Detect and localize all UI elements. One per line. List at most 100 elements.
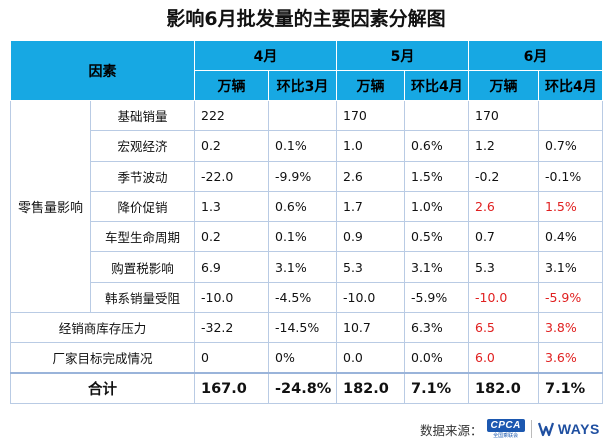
cell-jun-pct: -0.1% — [538, 160, 603, 192]
cell-may-value: 10.7 — [336, 312, 405, 344]
cell-jun-value-highlight: -10.0 — [468, 281, 539, 314]
row-label: 车型生命周期 — [90, 221, 195, 253]
source-footer: 数据来源： CPCA 全国乘联会 WAYS — [420, 418, 612, 440]
header-row-units: 万辆 环比3月 万辆 环比4月 万辆 环比4月 — [11, 70, 603, 101]
cell-may-pct: 1.0% — [404, 190, 469, 223]
cell-apr-pct: 0.1% — [268, 221, 337, 253]
total-apr-value: 167.0 — [194, 372, 269, 404]
cell-apr-pct: 0.1% — [268, 130, 337, 162]
cell-jun-value: 170 — [468, 99, 539, 132]
table-row: 零售量影响 基础销量 222 170 170 — [10, 99, 603, 314]
cell-may-pct — [404, 99, 469, 132]
month-header-may: 5月 — [336, 40, 469, 71]
cell-jun-pct: 3.1% — [538, 251, 603, 283]
cell-may-value: 0.0 — [336, 342, 405, 374]
cell-jun-pct-highlight: -5.9% — [538, 281, 603, 314]
row-label: 经销商库存压力 — [10, 312, 195, 344]
cell-jun-value-highlight: 6.5 — [468, 312, 539, 344]
cell-apr-value: -32.2 — [194, 312, 269, 344]
cell-apr-value: -22.0 — [194, 160, 269, 192]
total-jun-value: 182.0 — [468, 372, 539, 404]
cell-apr-pct: -4.5% — [268, 281, 337, 314]
total-row: 合计 167.0 -24.8% 182.0 7.1% 182.0 7.1% — [10, 372, 603, 404]
cell-jun-pct: 0.4% — [538, 221, 603, 253]
cell-apr-value: 0 — [194, 342, 269, 374]
row-label: 季节波动 — [90, 160, 195, 192]
total-may-pct: 7.1% — [404, 372, 469, 404]
ways-logo: WAYS — [537, 421, 600, 437]
cell-jun-value: 0.7 — [468, 221, 539, 253]
unit-header-may: 万辆 — [336, 70, 405, 101]
cell-jun-value-highlight: 2.6 — [468, 190, 539, 223]
row-label: 基础销量 — [90, 99, 195, 132]
cpca-logo-subtext: 全国乘联会 — [493, 433, 519, 439]
pct-header-apr: 环比3月 — [268, 70, 337, 101]
cell-apr-value: -10.0 — [194, 281, 269, 314]
source-label: 数据来源： — [420, 422, 483, 438]
cell-may-value: 1.7 — [336, 190, 405, 223]
retail-group-label: 零售量影响 — [10, 99, 91, 314]
cell-may-value: 5.3 — [336, 251, 405, 283]
cpca-logo: CPCA 全国乘联会 — [486, 419, 525, 439]
table-row: 车型生命周期 0.2 0.1% 0.9 0.5% 0.7 0.4% — [11, 221, 603, 253]
total-apr-pct: -24.8% — [268, 372, 337, 404]
ways-mark-icon — [537, 422, 554, 437]
table-row: 降价促销 1.3 0.6% 1.7 1.0% 2.6 1.5% — [11, 190, 603, 223]
unit-header-apr: 万辆 — [194, 70, 269, 101]
row-label: 厂家目标完成情况 — [10, 342, 195, 374]
factor-table: 因素 4月 5月 6月 万辆 环比3月 万辆 环比4月 万辆 环比4月 零售量影… — [10, 40, 603, 404]
cell-may-pct: -5.9% — [404, 281, 469, 314]
cell-may-value: 1.0 — [336, 130, 405, 162]
pct-header-jun: 环比4月 — [538, 70, 603, 101]
table-row: 购置税影响 6.9 3.1% 5.3 3.1% 5.3 3.1% — [11, 251, 603, 283]
cell-jun-pct-highlight: 1.5% — [538, 190, 603, 223]
table-row: 经销商库存压力 -32.2 -14.5% 10.7 6.3% 6.5 3.8% — [10, 312, 603, 344]
month-header-jun: 6月 — [468, 40, 603, 71]
row-label: 降价促销 — [90, 190, 195, 223]
cell-may-value: 0.9 — [336, 221, 405, 253]
row-label: 韩系销量受阻 — [90, 281, 195, 314]
month-header-apr: 4月 — [194, 40, 337, 71]
cell-apr-pct: -9.9% — [268, 160, 337, 192]
cell-may-pct: 0.5% — [404, 221, 469, 253]
table-row: 宏观经济 0.2 0.1% 1.0 0.6% 1.2 0.7% — [11, 130, 603, 162]
cpca-logo-text: CPCA — [486, 419, 525, 432]
table-row: 韩系销量受阻 -10.0 -4.5% -10.0 -5.9% -10.0 -5.… — [11, 281, 603, 314]
cell-apr-pct — [268, 99, 337, 132]
ways-logo-text: WAYS — [557, 421, 600, 437]
cell-jun-pct-highlight: 3.6% — [538, 342, 603, 374]
cell-apr-value: 0.2 — [194, 130, 269, 162]
cell-jun-pct: 0.7% — [538, 130, 603, 162]
cell-apr-pct: 0.6% — [268, 190, 337, 223]
cell-apr-value: 1.3 — [194, 190, 269, 223]
total-label: 合计 — [10, 372, 195, 404]
cell-jun-value: 1.2 — [468, 130, 539, 162]
row-label: 购置税影响 — [90, 251, 195, 283]
cell-jun-value-highlight: 6.0 — [468, 342, 539, 374]
page-title: 影响6月批发量的主要因素分解图 — [166, 8, 446, 30]
cell-apr-value: 0.2 — [194, 221, 269, 253]
cell-may-value: 2.6 — [336, 160, 405, 192]
cell-jun-pct — [538, 99, 603, 132]
cell-may-pct: 0.0% — [404, 342, 469, 374]
cell-apr-pct: 0% — [268, 342, 337, 374]
cell-jun-pct-highlight: 3.8% — [538, 312, 603, 344]
cell-may-pct: 3.1% — [404, 251, 469, 283]
cell-may-value: 170 — [336, 99, 405, 132]
cell-apr-pct: 3.1% — [268, 251, 337, 283]
unit-header-jun: 万辆 — [468, 70, 539, 101]
cell-apr-pct: -14.5% — [268, 312, 337, 344]
cell-apr-value: 222 — [194, 99, 269, 132]
cell-may-pct: 0.6% — [404, 130, 469, 162]
factor-header: 因素 — [10, 40, 195, 101]
cell-may-pct: 6.3% — [404, 312, 469, 344]
cell-may-value: -10.0 — [336, 281, 405, 314]
row-label: 宏观经济 — [90, 130, 195, 162]
total-jun-pct: 7.1% — [538, 372, 603, 404]
cell-jun-value: -0.2 — [468, 160, 539, 192]
table-row: 季节波动 -22.0 -9.9% 2.6 1.5% -0.2 -0.1% — [11, 160, 603, 192]
cell-apr-value: 6.9 — [194, 251, 269, 283]
cell-may-pct: 1.5% — [404, 160, 469, 192]
logo-divider — [530, 420, 532, 438]
cell-jun-value: 5.3 — [468, 251, 539, 283]
